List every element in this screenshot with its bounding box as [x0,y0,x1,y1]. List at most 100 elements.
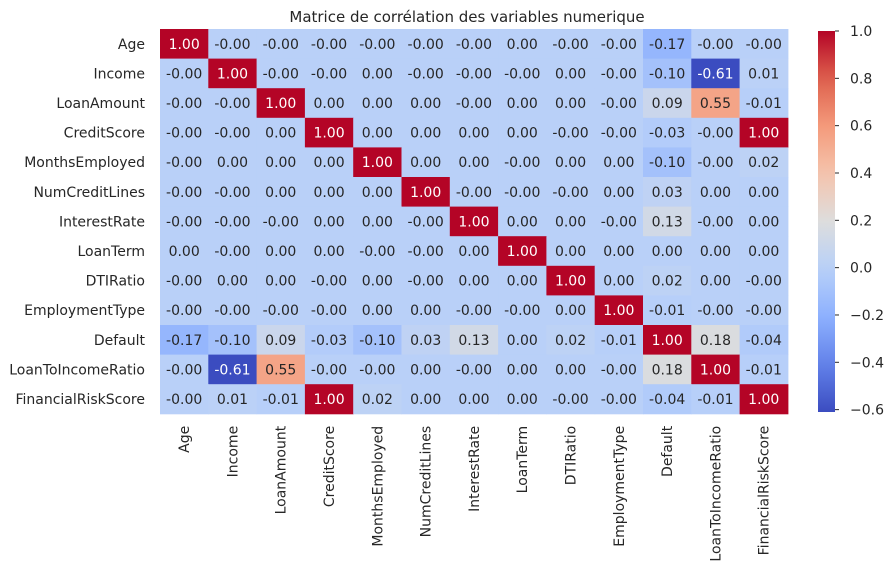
cell-value-label: -0.00 [359,37,395,53]
cell-value-label: -0.00 [601,214,637,230]
heatmap-cell [594,177,644,208]
heatmap-cell [449,88,499,119]
heatmap-cell [401,88,451,119]
cell-value-label: -0.00 [504,155,540,171]
cell-value-label: 0.55 [700,96,731,112]
heatmap-cell [401,295,451,326]
heatmap-cell [498,147,547,178]
heatmap-cell [739,147,789,178]
cell-value-label: -0.00 [311,303,347,319]
cell-value-label: -0.00 [359,362,395,378]
heatmap-cell [160,88,209,119]
cell-value-label: -0.00 [746,303,782,319]
cell-value-label: 0.00 [507,274,538,290]
cell-value-label: 0.00 [362,274,393,290]
row-label: EmploymentType [24,303,145,319]
cell-value-label: -0.00 [456,66,492,82]
heatmap-cell [546,325,596,356]
cell-value-label: 0.00 [313,155,344,171]
cell-value-label: -0.00 [166,96,202,112]
cell-value-label: -0.00 [601,66,637,82]
heatmap-cell [546,236,596,267]
row-label: NumCreditLines [33,185,145,201]
cell-value-label: -0.01 [746,362,782,378]
heatmap-cell [594,206,644,237]
cell-value-label: 1.00 [362,155,393,171]
cell-value-label: 0.00 [555,155,586,171]
cell-value-label: 0.00 [362,303,393,319]
heatmap-cell [546,295,596,326]
heatmap-cell [594,265,644,296]
cell-value-label: 0.00 [313,244,344,260]
heatmap-cell [546,147,596,178]
cell-value-label: 0.00 [700,274,731,290]
cell-value-label: -0.00 [359,244,395,260]
cell-value-label: -0.00 [166,126,202,142]
cell-value-label: -0.00 [263,214,299,230]
heatmap-cell [353,295,402,326]
cell-value-label: 0.02 [652,274,683,290]
heatmap-cell [401,236,451,267]
heatmap-cells: 1.00 -0.00 -0.00 -0.00 -0.00 -0.00 -0.00 0.00 -0… [160,29,789,415]
cell-value-label: 1.00 [603,303,634,319]
cell-value-label: 0.00 [313,96,344,112]
heatmap-cell [691,354,741,385]
cell-value-label: -0.00 [214,244,250,260]
cell-value-label: 0.00 [507,362,538,378]
cell-value-label: 1.00 [652,333,683,349]
cell-value-label: -0.00 [746,37,782,53]
heatmap-cell [546,177,596,208]
heatmap-cell [691,88,741,119]
cell-value-label: 0.00 [603,244,634,260]
heatmap-cell [449,384,499,415]
heatmap-cell [256,177,306,208]
heatmap-cell [498,236,547,267]
heatmap-cell [643,117,692,148]
heatmap-cell [401,325,451,356]
heatmap-cell [449,147,499,178]
column-labels: Age Income LoanAmount CreditScore MonthsEmpl… [177,425,773,561]
cell-value-label: 1.00 [217,66,248,82]
heatmap-cell [643,265,692,296]
heatmap-cell [208,58,258,89]
cell-value-label: 0.00 [700,185,731,201]
cell-value-label: -0.00 [166,303,202,319]
colorbar-tick-label: 0.6 [850,119,872,135]
cell-value-label: 1.00 [458,214,489,230]
heatmap-cell [208,354,258,385]
cell-value-label: -0.00 [166,274,202,290]
heatmap-cell [208,88,258,119]
heatmap-cell [498,384,547,415]
cell-value-label: -0.00 [214,303,250,319]
cell-value-label: -0.00 [166,214,202,230]
heatmap-cell [594,325,644,356]
heatmap-cell [449,117,499,148]
cell-value-label: -0.10 [649,155,685,171]
cell-value-label: -0.00 [263,66,299,82]
cell-value-label: 0.00 [555,96,586,112]
cell-value-label: 0.09 [265,333,296,349]
cell-value-label: -0.61 [697,66,733,82]
cell-value-label: 0.00 [555,214,586,230]
heatmap-cell [304,206,354,237]
cell-value-label: -0.01 [601,333,637,349]
heatmap-cell [160,58,209,89]
cell-value-label: 0.00 [313,214,344,230]
heatmap-cell [304,265,354,296]
cell-value-label: 0.00 [217,274,248,290]
heatmap-cell [401,384,451,415]
cell-value-label: 0.00 [748,185,779,201]
heatmap-cell [353,384,402,415]
heatmap-cell [208,29,258,60]
cell-value-label: 0.03 [410,333,441,349]
cell-value-label: -0.00 [408,214,444,230]
heatmap-cell [401,177,451,208]
heatmap-cell [208,236,258,267]
row-label: CreditScore [64,126,145,142]
cell-value-label: -0.00 [746,274,782,290]
cell-value-label: -0.00 [601,96,637,112]
heatmap-cell [594,147,644,178]
heatmap-cell [739,29,789,60]
heatmap-cell [304,58,354,89]
heatmap-cell [353,236,402,267]
